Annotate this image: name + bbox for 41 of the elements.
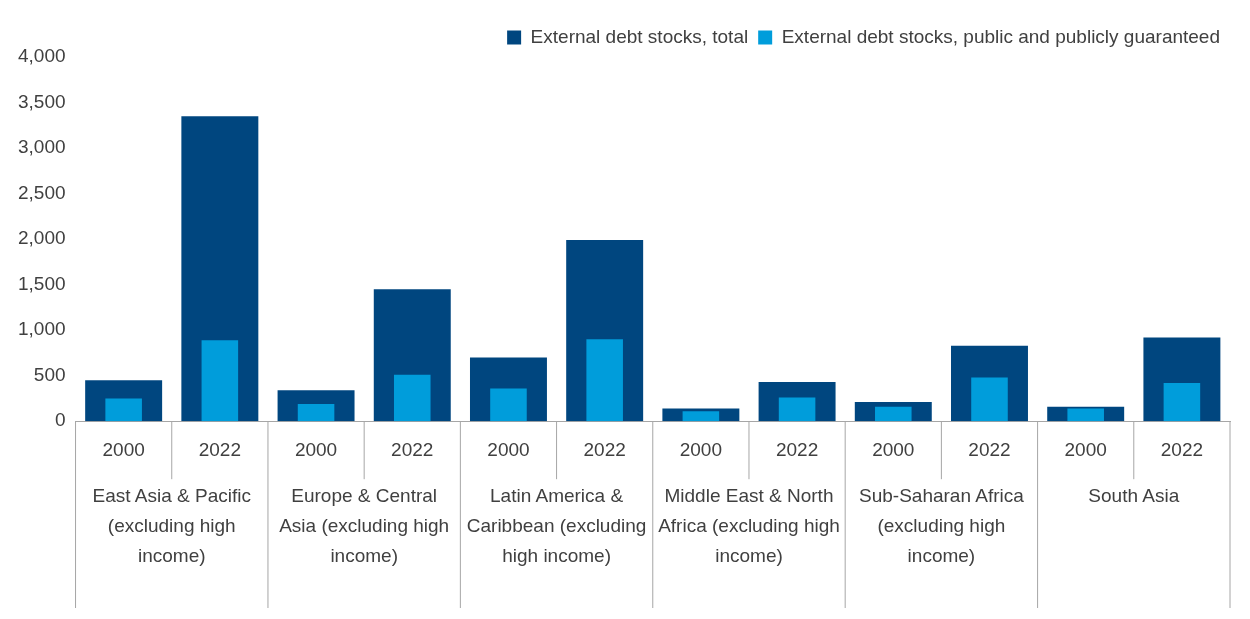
x-tick-label: 2000: [294, 438, 338, 460]
legend-label: External debt stocks, public and publicly guaranteed: [781, 25, 1220, 47]
x-tick-label: 2022: [391, 438, 434, 460]
x-tick-label: 2000: [679, 438, 723, 460]
text: Sub-Saharan Africa (excluding high income): [859, 484, 1025, 566]
text: Latin America & Caribbean (excluding high income): [466, 484, 647, 566]
bar: [1163, 382, 1201, 422]
y-tick-label: 1,000: [18, 318, 66, 340]
text: East Asia & Pacific (excluding high income): [92, 484, 251, 566]
text: South Asia: [1088, 484, 1180, 506]
x-tick-label: 2022: [1160, 438, 1204, 460]
x-tick-label: 2000: [1064, 438, 1107, 460]
text: Europe & Central Asia (excluding high income): [279, 484, 450, 566]
y-tick-label: 4,000: [18, 45, 66, 67]
bar: [586, 339, 623, 422]
bar: [393, 374, 431, 422]
bar: [201, 340, 239, 422]
bar: [778, 397, 816, 422]
y-tick-label: 2,000: [18, 227, 66, 249]
bar: [971, 377, 1008, 422]
x-tick-label: 2022: [198, 438, 241, 460]
bar: [875, 406, 912, 422]
y-tick-label: 1,500: [18, 272, 66, 294]
y-tick-label: 3,000: [18, 136, 66, 158]
bar: [297, 403, 335, 422]
y-tick-label: 500: [33, 363, 66, 385]
bar: [490, 388, 527, 422]
x-tick-label: 2022: [968, 438, 1011, 460]
bar: [682, 411, 720, 422]
x-tick-label: 2000: [102, 438, 145, 460]
text: Middle East & North Africa (excluding high income): [658, 484, 840, 566]
x-tick-label: 2022: [775, 438, 819, 460]
legend-label: External debt stocks, total: [530, 25, 749, 47]
x-tick-label: 2022: [583, 438, 626, 460]
y-tick-label: 0: [54, 409, 66, 431]
bar: [1067, 408, 1104, 422]
x-tick-label: 2000: [487, 438, 530, 460]
y-tick-label: 2,500: [18, 181, 66, 203]
x-tick-label: 2000: [872, 438, 915, 460]
bar: [105, 398, 142, 422]
y-tick-label: 3,500: [18, 90, 66, 112]
